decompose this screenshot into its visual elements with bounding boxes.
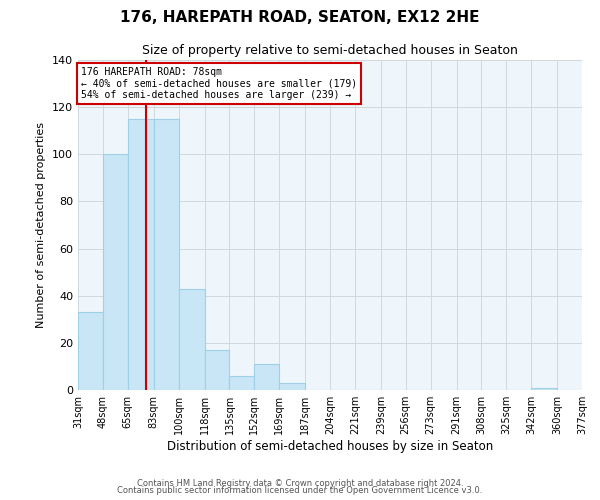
Text: Contains HM Land Registry data © Crown copyright and database right 2024.: Contains HM Land Registry data © Crown c… <box>137 478 463 488</box>
Bar <box>279 383 305 390</box>
Y-axis label: Number of semi-detached properties: Number of semi-detached properties <box>37 122 46 328</box>
Text: 176 HAREPATH ROAD: 78sqm
← 40% of semi-detached houses are smaller (179)
54% of : 176 HAREPATH ROAD: 78sqm ← 40% of semi-d… <box>81 67 357 100</box>
Bar <box>128 119 154 390</box>
Bar <box>103 154 128 390</box>
Text: 176, HAREPATH ROAD, SEATON, EX12 2HE: 176, HAREPATH ROAD, SEATON, EX12 2HE <box>120 10 480 25</box>
Bar <box>78 312 103 390</box>
Bar <box>179 288 205 390</box>
Bar <box>254 364 279 390</box>
Bar <box>205 350 229 390</box>
Bar <box>229 376 254 390</box>
Bar <box>531 388 557 390</box>
Bar <box>154 119 179 390</box>
Title: Size of property relative to semi-detached houses in Seaton: Size of property relative to semi-detach… <box>142 44 518 58</box>
X-axis label: Distribution of semi-detached houses by size in Seaton: Distribution of semi-detached houses by … <box>167 440 493 453</box>
Text: Contains public sector information licensed under the Open Government Licence v3: Contains public sector information licen… <box>118 486 482 495</box>
